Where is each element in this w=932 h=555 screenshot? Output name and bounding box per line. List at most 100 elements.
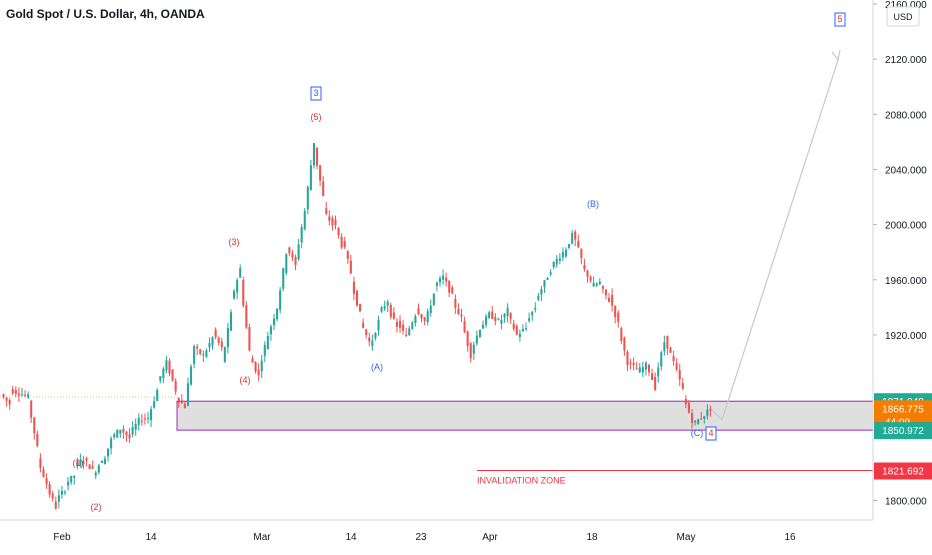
candle-body bbox=[177, 397, 180, 403]
candle-body bbox=[475, 335, 478, 344]
candle-body bbox=[146, 417, 150, 419]
candle-body bbox=[260, 360, 263, 372]
candle-body bbox=[73, 475, 76, 478]
wave-label-4: 4 bbox=[708, 428, 713, 438]
candle-body bbox=[509, 313, 512, 319]
price-axis-bg bbox=[873, 0, 932, 550]
candle-body bbox=[220, 341, 223, 348]
candle-body bbox=[607, 297, 611, 302]
candle-body bbox=[94, 472, 97, 476]
candle-body bbox=[598, 281, 601, 285]
candle-body bbox=[435, 282, 438, 286]
candle-body bbox=[159, 376, 162, 381]
candle-body bbox=[352, 281, 355, 294]
candle-body bbox=[438, 278, 442, 283]
candle-body bbox=[39, 458, 42, 468]
candle-body bbox=[405, 334, 408, 337]
candle-body bbox=[651, 373, 654, 380]
candle-body bbox=[398, 320, 402, 328]
candle-body bbox=[2, 394, 5, 398]
candle-body bbox=[515, 326, 518, 335]
candle-body bbox=[362, 322, 365, 328]
candle-body bbox=[389, 304, 392, 318]
candle-body bbox=[20, 394, 24, 396]
candle-body bbox=[251, 358, 254, 363]
invalidation-price: 1821.692 bbox=[882, 467, 924, 478]
candle-body bbox=[242, 279, 245, 306]
candle-body bbox=[528, 318, 531, 321]
candle-body bbox=[88, 464, 91, 469]
zone-bottom-price-bg bbox=[874, 422, 932, 440]
candle-body bbox=[70, 475, 73, 483]
candle-body bbox=[156, 389, 159, 401]
candle-body bbox=[466, 331, 469, 347]
candle-body bbox=[684, 398, 687, 405]
candle-body bbox=[193, 346, 196, 365]
wave-box bbox=[310, 86, 322, 101]
candle-body bbox=[500, 319, 503, 324]
invalidation-label: INVALIDATION ZONE bbox=[477, 476, 566, 486]
candle-body bbox=[402, 324, 405, 331]
candle-body bbox=[392, 312, 395, 319]
candle-body bbox=[312, 143, 316, 166]
candle-body bbox=[359, 303, 362, 312]
candle-body bbox=[189, 366, 193, 385]
candle-body bbox=[30, 400, 33, 418]
candle-body bbox=[79, 459, 82, 466]
candle-body bbox=[663, 342, 666, 352]
candle-body bbox=[266, 335, 269, 350]
candle-body bbox=[328, 216, 331, 221]
candle-body bbox=[196, 346, 199, 349]
candle-body bbox=[340, 236, 343, 248]
candle-body bbox=[681, 383, 684, 389]
candle-body bbox=[531, 311, 534, 316]
candle-body bbox=[568, 244, 571, 248]
candle-body bbox=[469, 343, 472, 359]
candle-body bbox=[162, 368, 165, 379]
candle-body bbox=[291, 253, 294, 258]
candle-body bbox=[122, 429, 125, 433]
candle-body bbox=[125, 431, 128, 436]
candle-body bbox=[525, 328, 528, 330]
candle-body bbox=[451, 287, 454, 294]
candle-body bbox=[540, 289, 543, 295]
candle-body bbox=[325, 208, 328, 214]
candle-body bbox=[408, 328, 411, 336]
candle-body bbox=[694, 420, 697, 423]
candle-body bbox=[82, 460, 85, 464]
candle-body bbox=[601, 285, 604, 289]
candle-body bbox=[371, 340, 374, 347]
candle-body bbox=[42, 469, 45, 478]
candle-body bbox=[657, 367, 660, 377]
wave-label-B: (B) bbox=[587, 199, 599, 209]
candle-body bbox=[113, 434, 116, 438]
candle-body bbox=[537, 295, 540, 300]
candle-body bbox=[512, 323, 515, 329]
candle-body bbox=[143, 418, 146, 420]
candle-body bbox=[57, 495, 60, 502]
candle-body bbox=[85, 458, 88, 461]
candle-body bbox=[644, 362, 647, 370]
candle-body bbox=[647, 364, 651, 373]
wave-box bbox=[834, 12, 846, 27]
candle-body bbox=[17, 393, 20, 396]
candle-body bbox=[383, 306, 386, 309]
candle-body bbox=[48, 484, 51, 495]
time-tick-label: 23 bbox=[415, 532, 427, 543]
candle-body bbox=[620, 328, 623, 342]
candle-body bbox=[119, 429, 122, 434]
candle-body bbox=[374, 333, 377, 339]
wave-label-3: 3 bbox=[313, 88, 318, 98]
candle-body bbox=[180, 400, 183, 404]
chart-title: Gold Spot / U.S. Dollar, 4h, OANDA bbox=[6, 7, 205, 21]
candle-body bbox=[706, 409, 709, 416]
candle-body bbox=[107, 448, 110, 457]
candle-body bbox=[245, 305, 248, 328]
candle-body bbox=[666, 335, 669, 349]
candle-body bbox=[583, 265, 586, 270]
candle-body bbox=[709, 408, 712, 411]
candle-body bbox=[703, 416, 706, 419]
candle-body bbox=[131, 427, 134, 435]
